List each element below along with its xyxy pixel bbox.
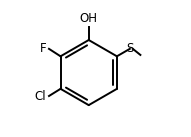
Text: OH: OH [80, 12, 98, 25]
Text: Cl: Cl [35, 90, 46, 103]
Text: F: F [40, 42, 47, 55]
Text: S: S [126, 42, 134, 55]
